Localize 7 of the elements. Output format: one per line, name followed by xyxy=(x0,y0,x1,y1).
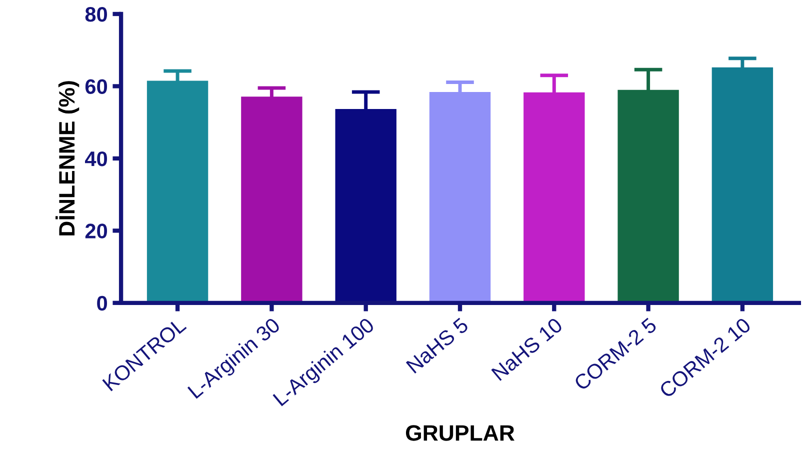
x-axis-title: GRUPLAR xyxy=(406,425,514,441)
y-tick-label: 40 xyxy=(85,151,108,166)
y-tick-label: 0 xyxy=(97,296,108,311)
y-tick-label: 80 xyxy=(85,6,108,22)
y-tick-label: 60 xyxy=(85,79,108,94)
y-axis-title: DİNLENME (%) xyxy=(56,81,80,236)
y-tick-label: 20 xyxy=(85,224,108,238)
